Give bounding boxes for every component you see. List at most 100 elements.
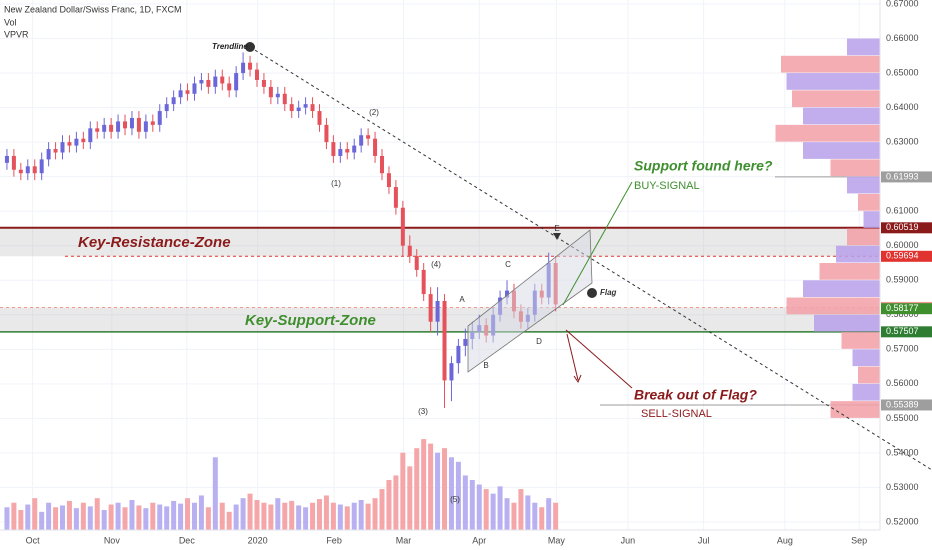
volume-bar <box>18 510 24 530</box>
drawings <box>0 0 932 531</box>
volume-bar <box>94 498 100 530</box>
volume-bar <box>323 495 329 530</box>
candle-body <box>435 300 440 322</box>
candle-body <box>414 256 419 270</box>
profile-bar <box>803 280 880 298</box>
candle-body <box>449 363 454 381</box>
level-tag <box>881 303 932 315</box>
volume-bar <box>337 504 343 530</box>
flag-channel <box>467 229 593 373</box>
trendline-dot <box>245 42 255 52</box>
candle-body <box>116 121 121 132</box>
volume-bar <box>546 498 552 530</box>
level-tag <box>881 399 932 411</box>
x-tick-label: Jul <box>698 535 710 545</box>
annotation: E <box>554 224 559 233</box>
y-tick-label: 0.61000 <box>886 206 919 216</box>
volume-bar <box>46 502 52 530</box>
annotation: Key-Resistance-Zone <box>78 234 231 251</box>
volume-bar <box>428 443 434 530</box>
annotation: C <box>505 260 511 269</box>
annotation: D <box>536 337 542 346</box>
y-tick-label: 0.67000 <box>886 0 919 8</box>
level-tag <box>881 171 932 183</box>
y-tick-label: 0.56000 <box>886 378 919 388</box>
profile-bar <box>830 401 880 418</box>
candle-body <box>463 338 468 346</box>
x-tick-label: Jun <box>621 535 636 545</box>
y-tick-label: 0.66000 <box>886 33 919 43</box>
candle-body <box>331 142 336 156</box>
candle-body <box>18 169 23 174</box>
break-arrow <box>566 333 579 381</box>
volume-bar <box>73 508 79 530</box>
volume-bar <box>386 480 392 530</box>
y-tick-label: 0.52000 <box>886 516 919 526</box>
grid <box>0 0 880 530</box>
candle-body <box>268 86 273 98</box>
volume-bar <box>421 439 427 530</box>
volume-bar <box>511 502 517 530</box>
volume-bar <box>178 503 184 530</box>
x-tick-label: May <box>548 535 566 545</box>
candle-body <box>143 121 148 132</box>
candle-body <box>11 155 16 170</box>
x-tick-label: Feb <box>326 535 342 545</box>
candle-body <box>192 83 197 94</box>
volume-bar <box>4 507 10 530</box>
candle-body <box>136 117 141 132</box>
candle-body <box>456 345 461 364</box>
volume-bar <box>476 484 482 530</box>
volume-bar <box>490 493 496 530</box>
volume-bar <box>87 506 93 530</box>
volume-bar <box>32 498 38 530</box>
x-tick-label: Sep <box>851 535 867 545</box>
indicator: VPVR <box>4 29 29 39</box>
profile-bar <box>836 245 880 263</box>
level-tag <box>881 222 932 234</box>
volume-bar <box>53 507 59 530</box>
volume-bar <box>157 504 163 530</box>
zone <box>0 227 880 257</box>
volume-bar <box>268 504 274 530</box>
zones <box>0 176 880 406</box>
candle-body <box>254 69 259 80</box>
volume-bar <box>115 502 121 530</box>
profile-bar <box>814 314 880 332</box>
candle-body <box>171 97 176 105</box>
volume-bar <box>25 504 31 530</box>
profile-bar <box>847 176 880 194</box>
profile-bar <box>858 193 880 211</box>
profile-bar <box>803 107 880 125</box>
volume-bar <box>365 503 371 530</box>
candle-body <box>46 149 51 160</box>
volume-bar <box>497 486 503 530</box>
candle-body <box>275 93 280 98</box>
volume-bar <box>164 506 170 530</box>
candle-body <box>109 124 114 132</box>
candle-body <box>386 173 391 188</box>
y-tick-label: 0.64000 <box>886 102 919 112</box>
volume <box>4 439 559 530</box>
candle-body <box>199 79 204 84</box>
annotation: (5) <box>450 495 460 504</box>
level-label: 0.57507 <box>886 326 919 336</box>
candle-body <box>393 187 398 208</box>
flag-dot <box>587 288 597 298</box>
volume-profile <box>775 38 880 418</box>
annotation: Break out of Flag? <box>634 387 757 403</box>
volume-bar <box>462 475 468 530</box>
candle-body <box>95 128 100 132</box>
volume-bar <box>296 505 302 530</box>
candle-body <box>428 294 433 322</box>
trendline <box>249 46 932 471</box>
volume-bar <box>289 500 295 530</box>
candle-body <box>310 104 315 112</box>
volume-bar <box>11 502 17 530</box>
chart-title: New Zealand Dollar/Swiss Franc, 1D, FXCM <box>4 4 182 14</box>
candle-body <box>373 138 378 156</box>
volume-bar <box>303 507 309 530</box>
level-label: 0.59694 <box>886 251 919 261</box>
profile-bar <box>792 90 880 108</box>
